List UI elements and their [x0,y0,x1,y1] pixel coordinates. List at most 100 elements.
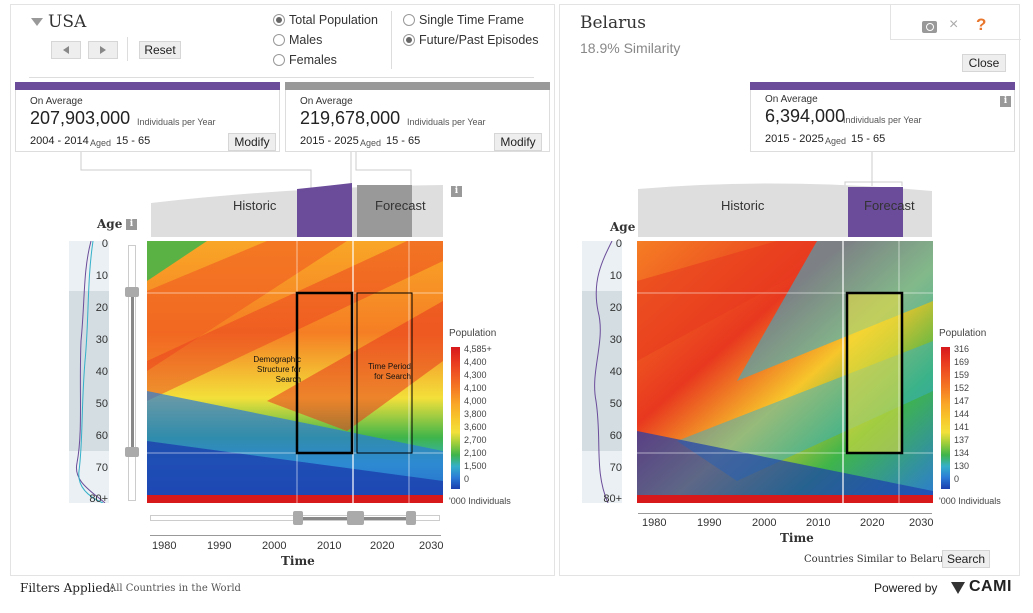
y-tick: 70 [609,462,622,474]
header-tab-edge [890,5,891,39]
legend-title: Population [449,328,497,339]
historic-label: Historic [233,198,277,213]
legend-value: 141 [954,422,970,432]
legend-unit: '000 Individuals [939,496,1001,506]
legend-unit: '000 Individuals [449,496,511,506]
brand-name: CAMI [969,578,1012,595]
time-slider-handle[interactable] [293,511,303,525]
x-tick: 2010 [806,517,831,529]
info-icon[interactable]: i [451,186,462,197]
info-icon[interactable]: i [1000,96,1011,107]
radio-circle [403,34,415,46]
x-axis-label: Time [281,554,315,568]
search-button[interactable]: Search [942,550,990,568]
legend-value: 1,500 [464,461,487,471]
next-button[interactable] [88,41,118,59]
legend-value: 130 [954,461,970,471]
modify-button[interactable]: Modify [228,133,276,151]
card-heading: On Average [30,96,83,107]
header-divider [127,37,128,61]
legend-value: 2,700 [464,435,487,445]
card-unit: Individuals per Year [407,117,486,127]
card-ages: 15 - 65 [386,135,421,147]
average-card-forecast: On Average 219,678,000 Individuals per Y… [285,82,550,152]
card-unit: Individuals per Year [137,117,216,127]
filters-value[interactable]: All Countries in the World [109,583,241,594]
country-title: USA [48,12,87,32]
connector-lines [844,152,903,186]
legend-value: 152 [954,383,970,393]
radio-circle [273,54,285,66]
y-tick: 60 [609,430,622,442]
legend-value: 4,585+ [464,344,492,354]
x-axis-line [150,535,441,536]
legend-value: 0 [464,474,470,484]
card-years: 2015 - 2025 [765,133,824,145]
legend-value: 137 [954,435,970,445]
close-button[interactable]: Close [962,54,1006,72]
y-tick: 10 [609,270,622,282]
age-slider-range [131,294,134,454]
card-color-bar [15,82,280,90]
radio-single-time-frame[interactable]: Single Time Frame [403,13,524,27]
arrow-right-icon [100,46,106,54]
x-tick: 1980 [152,540,177,552]
info-icon[interactable]: i [126,219,137,230]
legend-color-scale [451,347,460,489]
card-color-bar [750,82,1015,90]
legend-value: 0 [954,474,960,484]
radio-females[interactable]: Females [273,53,337,67]
x-tick: 2020 [370,540,395,552]
x-axis-line [638,513,932,514]
population-heatmap[interactable] [147,241,443,503]
y-tick: 0 [101,238,108,250]
age-slider-handle-top[interactable] [125,287,139,297]
age-slider-track[interactable] [128,245,136,501]
radio-total-population[interactable]: Total Population [273,13,378,27]
time-slider-handle[interactable] [347,511,357,525]
card-value: 6,394,000 [765,106,846,126]
prev-button[interactable] [51,41,81,59]
card-color-bar [285,82,550,90]
legend-color-scale [941,347,950,489]
timeline-band [151,183,443,237]
time-slider-handle[interactable] [406,511,416,525]
card-heading: On Average [765,94,818,105]
x-tick: 2030 [909,517,934,529]
age-axis-label: Age [610,220,636,234]
legend-value: 4,400 [464,357,487,367]
modify-button[interactable]: Modify [494,133,542,151]
help-icon[interactable]: ? [976,15,987,34]
card-ages: 15 - 65 [116,135,151,147]
historic-label: Historic [721,198,765,213]
y-tick: 0 [615,238,622,250]
radio-males[interactable]: Males [273,33,322,47]
legend-value: 134 [954,448,970,458]
close-x-icon[interactable]: × [949,16,959,33]
camera-icon[interactable] [922,21,937,33]
x-tick: 1990 [207,540,232,552]
time-slider-handle[interactable] [354,511,364,525]
legend-value: 2,100 [464,448,487,458]
radio-future-past-episodes[interactable]: Future/Past Episodes [403,33,539,47]
radio-circle [273,14,285,26]
similar-countries-label: Countries Similar to Belarus [804,554,949,565]
reset-button[interactable]: Reset [139,41,181,59]
card-value: 219,678,000 [300,108,401,128]
y-tick: 70 [95,462,108,474]
cami-logo-icon [951,582,965,594]
left-panel: USA Reset Total Population Males Females… [10,4,555,576]
age-slider-handle-bottom[interactable] [125,447,139,457]
age-distribution-curve [582,241,622,503]
y-tick: 30 [609,334,622,346]
population-heatmap[interactable] [637,241,933,503]
timeline-band [638,183,932,237]
y-tick: 80+ [89,493,108,505]
legend-value: 4,100 [464,383,487,393]
x-tick: 2020 [860,517,885,529]
collapse-triangle-icon[interactable] [31,18,43,26]
card-ages: 15 - 65 [851,133,886,145]
right-panel: Belarus 18.9% Similarity × ? Close On Av… [559,4,1021,576]
y-tick: 40 [609,366,622,378]
y-tick: 20 [95,302,108,314]
